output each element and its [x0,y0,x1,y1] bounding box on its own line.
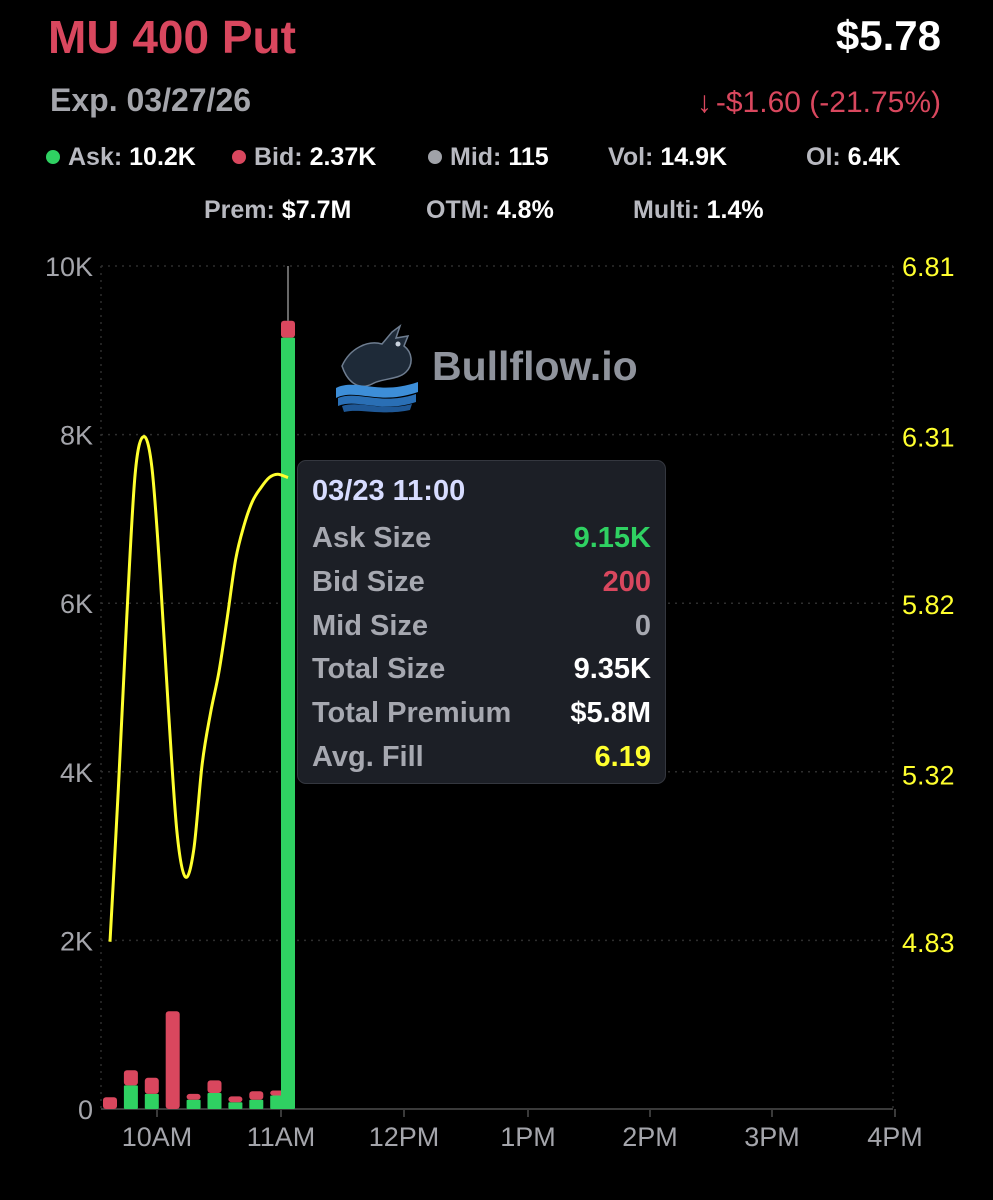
stat-otm: OTM: 4.8% [426,196,554,225]
expiry-date: Exp. 03/27/26 [50,82,252,118]
stat-open-interest: OI: 6.4K [806,143,900,172]
tooltip-value: $5.8M [570,697,651,729]
stat-bid: Bid: 2.37K [232,143,376,172]
tooltip-label: Mid Size [312,610,429,642]
ask-bar [207,1092,222,1109]
bid-bar [270,1090,285,1096]
stat-ask: Ask: 10.2K [46,143,196,172]
x-tick-label: 12PM [369,1122,440,1152]
bid-bar [228,1096,243,1103]
tooltip-value: 9.15K [573,522,651,554]
watermark: Bullflow.io [332,318,638,414]
x-tick-label: 4PM [867,1122,923,1152]
stat-label: OTM: [426,196,490,224]
last-price: $5.78 [835,12,941,59]
watermark-text: Bullflow.io [432,342,638,389]
stat-value: 14.9K [660,143,728,171]
volume-bars [103,266,295,1109]
stat-value: 6.4K [847,143,901,171]
stat-label: Ask: [68,143,123,171]
y-tick-label: 6K [60,589,93,619]
tooltip-label: Total Premium [312,697,512,729]
bid-bar [207,1080,222,1093]
y-tick-label: 2K [60,926,93,956]
tooltip-title: 03/23 11:00 [312,475,466,507]
stat-value: 1.4% [706,196,764,224]
tooltip-row-ask-size: Ask Size 9.15K [312,522,651,562]
stat-value: 2.37K [309,143,377,171]
price-line [108,435,289,942]
y2-tick-label: 4.83 [902,928,955,958]
stat-label: Multi: [633,196,700,224]
y-tick-label: 4K [60,758,93,788]
stat-label: Bid: [254,143,303,171]
tooltip-value: 6.19 [594,741,651,773]
tooltip-label: Total Size [312,653,446,685]
price-line-layer [108,435,289,942]
bid-bar [281,320,295,338]
stat-value: 4.8% [496,196,554,224]
down-arrow-icon: ↓ [696,86,712,119]
tooltip: 03/23 11:00 Ask Size 9.15K Bid Size 200 … [297,460,666,784]
mid-dot-icon [428,150,442,164]
tooltip-label: Ask Size [312,522,432,554]
tooltip-row-mid-size: Mid Size 0 [312,610,651,650]
tooltip-label: Bid Size [312,566,425,598]
tooltip-value: 9.35K [573,653,651,685]
bid-bar [123,1070,138,1086]
tooltip-label: Avg. Fill [312,741,424,773]
stat-label: Mid: [450,143,502,171]
bid-bar [249,1091,264,1100]
ask-bar [186,1099,201,1109]
stat-value: $7.7M [281,196,352,224]
y-tick-label: 0 [78,1095,93,1125]
tooltip-row-total-premium: Total Premium $5.8M [312,697,651,737]
stat-value: 115 [508,143,549,171]
bid-dot-icon [232,150,246,164]
x-tick-label: 1PM [500,1122,556,1152]
tooltip-value: 200 [602,566,651,598]
stat-value: 10.2K [129,143,196,171]
stat-multi: Multi: 1.4% [633,196,764,225]
y-tick-label: 8K [60,421,93,451]
tooltip-row-avg-fill: Avg. Fill 6.19 [312,741,651,781]
ask-bar [228,1102,243,1109]
bid-bar [165,1011,180,1109]
x-tick-label: 10AM [122,1122,193,1152]
y2-tick-label: 6.31 [902,423,955,453]
y2-tick-label: 5.32 [902,761,955,791]
y2-tick-label: 6.81 [902,252,955,282]
left-y-axis: 0 2K 4K 6K 8K 10K [45,252,93,1125]
stat-volume: Vol: 14.9K [608,143,727,172]
ask-dot-icon [46,150,60,164]
stat-mid: Mid: 115 [428,143,549,172]
stat-premium: Prem: $7.7M [204,196,351,225]
x-axis: 10AM 11AM 12PM 1PM 2PM 3PM 4PM [122,1109,923,1152]
price-change-value: -$1.60 (-21.75%) [715,86,941,119]
x-tick-label: 2PM [622,1122,678,1152]
tooltip-value: 0 [634,610,651,642]
right-y-axis: 4.83 5.32 5.82 6.31 6.81 [902,252,955,958]
tooltip-row-total-size: Total Size 9.35K [312,653,651,693]
contract-title: MU 400 Put [48,11,296,63]
ask-bar [123,1085,138,1109]
ask-bar [281,337,295,1109]
x-tick-label: 3PM [744,1122,800,1152]
y-tick-label: 10K [45,252,93,282]
ask-bar [249,1099,264,1109]
y2-tick-label: 5.82 [902,590,955,620]
bull-logo-icon [336,323,418,413]
ask-bar [144,1093,159,1109]
ask-bar [270,1095,285,1109]
bid-bar [103,1097,117,1109]
price-change: ↓ -$1.60 (-21.75%) [697,86,941,120]
stat-label: Prem: [204,196,275,224]
flow-chart[interactable]: 0 2K 4K 6K 8K 10K 4.83 5.32 5.82 6.31 6.81 10AM 11… [0,240,993,1160]
bid-bar [186,1093,201,1100]
tooltip-row-bid-size: Bid Size 200 [312,566,651,606]
x-tick-label: 11AM [247,1122,316,1152]
stat-label: Vol: [608,143,654,171]
stat-label: OI: [806,143,841,171]
bid-bar [144,1077,159,1094]
